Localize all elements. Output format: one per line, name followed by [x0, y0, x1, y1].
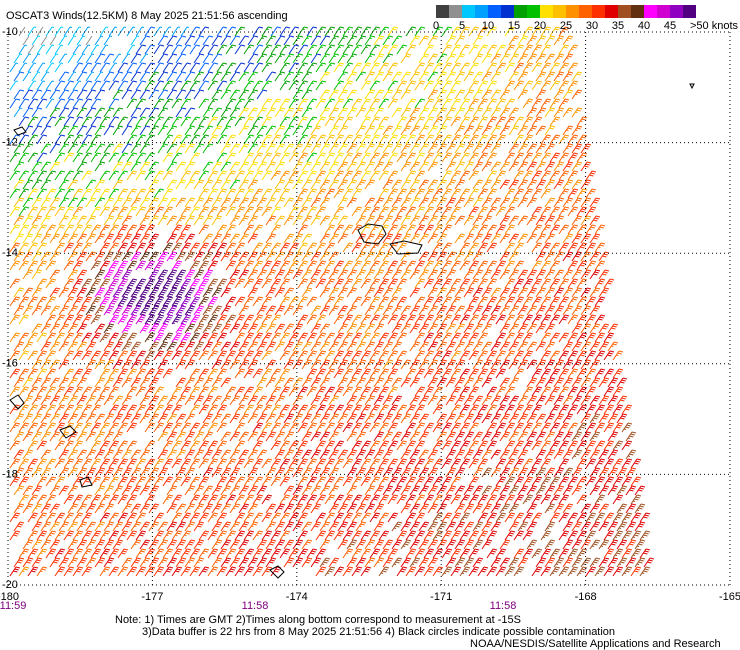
barb-group	[9, 26, 417, 199]
colorbar-swatch	[527, 5, 540, 18]
lat-label: -10	[2, 26, 18, 38]
barb-group	[9, 143, 642, 577]
note-line: Note: 1) Times are GMT 2)Times along bot…	[115, 614, 521, 626]
colorbar-swatch	[618, 5, 631, 18]
colorbar-swatch	[540, 5, 553, 18]
colorbar-label: 15	[508, 20, 520, 32]
colorbar-swatch	[462, 5, 475, 18]
colorbar: 0 5 10 15 20 25 30 35 40 45 >50 knots	[433, 5, 739, 32]
time-label: 11:59	[0, 600, 26, 612]
colorbar-label: 25	[560, 20, 572, 32]
wind-barbs	[9, 26, 655, 577]
map-title: OSCAT3 Winds(12.5KM) 8 May 2025 21:51:56…	[6, 10, 288, 22]
colorbar-swatch	[657, 5, 670, 18]
colorbar-label: 45	[664, 20, 676, 32]
colorbar-label: 5	[459, 20, 465, 32]
barb-group	[9, 26, 624, 577]
colorbar-swatch	[670, 5, 683, 18]
lon-label: -168	[575, 591, 597, 603]
lon-label: -174	[286, 591, 308, 603]
colorbar-swatch	[579, 5, 592, 18]
lon-label: -180	[0, 591, 19, 603]
colorbar-swatch	[605, 5, 618, 18]
barb-group	[13, 26, 583, 388]
lat-label: -18	[2, 468, 18, 480]
lon-label: -177	[141, 591, 163, 603]
grid	[7, 31, 731, 586]
lon-label: -171	[430, 591, 452, 603]
colorbar-label: 40	[638, 20, 650, 32]
colorbar-label: 30	[586, 20, 598, 32]
colorbar-swatch	[436, 5, 449, 18]
colorbar-swatch	[644, 5, 657, 18]
islands	[9, 83, 695, 579]
colorbar-swatch	[501, 5, 514, 18]
colorbar-label: >50 knots	[690, 20, 739, 32]
barb-group	[85, 242, 223, 352]
colorbar-swatch	[449, 5, 462, 18]
colorbar-swatch	[475, 5, 488, 18]
barb-group	[9, 26, 529, 244]
lat-label: -14	[2, 247, 18, 259]
barb-group	[103, 260, 165, 325]
barb-group	[117, 269, 196, 325]
barb-group	[9, 26, 140, 91]
note-line: 3)Data buffer is 22 hrs from 8 May 2025 …	[142, 626, 615, 638]
colorbar-label: 0	[433, 20, 439, 32]
lat-label: -12	[2, 137, 18, 149]
lat-label: -16	[2, 358, 18, 370]
colorbar-swatch	[566, 5, 579, 18]
barb-group	[112, 269, 201, 325]
time-label: 11:58	[242, 600, 269, 612]
barb-group	[9, 26, 190, 118]
colorbar-label: 35	[612, 20, 624, 32]
colorbar-swatch	[514, 5, 527, 18]
colorbar-swatch	[631, 5, 644, 18]
barb-group	[9, 233, 655, 577]
colorbar-swatch	[592, 5, 605, 18]
lon-label: -165	[719, 591, 740, 603]
colorbar-label: 10	[482, 20, 494, 32]
time-label: 11:58	[490, 600, 517, 612]
colorbar-label: 20	[534, 20, 546, 32]
barb-group	[18, 26, 331, 163]
lat-label: -20	[2, 579, 18, 591]
barb-group	[9, 26, 453, 217]
credit: NOAA/NESDIS/Satellite Applications and R…	[470, 638, 721, 650]
barb-group	[81, 242, 651, 577]
colorbar-swatch	[553, 5, 566, 18]
colorbar-swatch	[488, 5, 501, 18]
colorbar-swatch	[683, 5, 696, 18]
